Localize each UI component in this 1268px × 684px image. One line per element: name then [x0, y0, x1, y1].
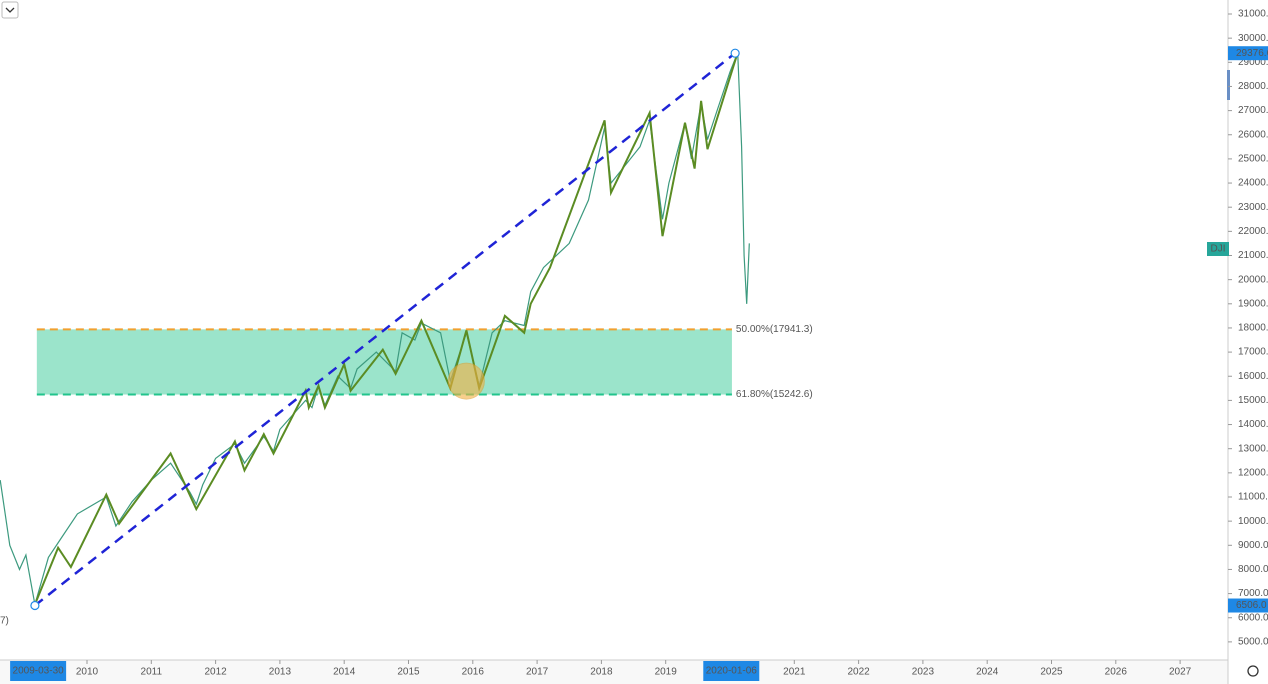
y-tick-label: 28000.0 — [1238, 81, 1268, 92]
settings-icon[interactable] — [1247, 665, 1259, 677]
trendline — [34, 52, 736, 607]
x-tick-label: 2022 — [847, 667, 870, 678]
y-tick-label: 6000.0 — [1238, 612, 1268, 623]
y-tick-label: 29000.0 — [1238, 57, 1268, 68]
y-tick-label: 23000.0 — [1238, 202, 1268, 213]
scroll-handle[interactable] — [1227, 70, 1230, 100]
fib-label: 50.00%(17941.3) — [736, 324, 813, 335]
x-tick-label: 2014 — [333, 667, 356, 678]
y-tick-label: 5000.0 — [1238, 637, 1268, 648]
date-label: 2020-01-06 — [706, 666, 758, 677]
y-tick-label: 27000.0 — [1238, 105, 1268, 116]
price-label: 6506.0 — [1236, 600, 1267, 611]
y-tick-label: 26000.0 — [1238, 129, 1268, 140]
y-tick-label: 17000.0 — [1238, 347, 1268, 358]
x-tick-label: 2010 — [76, 667, 99, 678]
x-tick-label: 2016 — [462, 667, 485, 678]
y-tick-label: 16000.0 — [1238, 371, 1268, 382]
y-tick-label: 15000.0 — [1238, 395, 1268, 406]
y-tick-label: 22000.0 — [1238, 226, 1268, 237]
y-tick-label: 24000.0 — [1238, 178, 1268, 189]
y-tick-label: 19000.0 — [1238, 298, 1268, 309]
price-line — [0, 52, 750, 605]
fib-zone — [36, 329, 732, 395]
y-tick-label: 11000.0 — [1238, 492, 1268, 503]
date-label-box — [703, 661, 760, 681]
y-tick-label: 10000.0 — [1238, 516, 1268, 527]
price-label-box — [1228, 598, 1268, 613]
x-axis-strip — [0, 660, 1228, 684]
collapse-button[interactable] — [1, 1, 19, 19]
x-tick-label: 2023 — [912, 667, 935, 678]
trendline-anchor — [30, 600, 40, 611]
y-tick-label: 8000.0 — [1238, 564, 1268, 575]
x-tick-label: 2013 — [269, 667, 292, 678]
y-tick-label: 25000.0 — [1238, 154, 1268, 165]
y-tick-label: 7000.0 — [1238, 588, 1268, 599]
y-tick-label: 18000.0 — [1238, 323, 1268, 334]
zigzag-line — [33, 52, 739, 605]
price-label-box — [1228, 46, 1268, 61]
x-tick-label: 2012 — [204, 667, 227, 678]
highlight-circle — [447, 362, 485, 400]
x-tick-label: 2019 — [655, 667, 678, 678]
x-tick-label: 2026 — [1105, 667, 1128, 678]
x-tick-label: 2021 — [783, 667, 806, 678]
y-tick-label: 20000.0 — [1238, 274, 1268, 285]
chevron-icon — [5, 7, 15, 13]
trendline-anchor — [730, 48, 740, 58]
x-tick-label: 2018 — [590, 667, 613, 678]
fib-label: 61.80%(15242.6) — [736, 389, 813, 400]
x-tick-label: 2024 — [976, 667, 999, 678]
price-label: 29376.6 — [1236, 48, 1268, 59]
y-tick-label: 9000.0 — [1238, 540, 1268, 551]
x-tick-label: 2027 — [1169, 667, 1192, 678]
y-tick-label: 13000.0 — [1238, 443, 1268, 454]
x-tick-label: 2025 — [1040, 667, 1063, 678]
y-tick-label: 14000.0 — [1238, 419, 1268, 430]
date-label-box — [10, 661, 67, 681]
x-tick-label: 2015 — [397, 667, 420, 678]
x-tick-label: 2011 — [141, 667, 163, 678]
date-label: 2009-03-30 — [13, 666, 65, 677]
y-tick-label: 31000.0 — [1238, 9, 1268, 20]
symbol-tag: DJI — [1211, 244, 1226, 255]
symbol-tag-box — [1207, 242, 1229, 256]
annotation: 7) — [0, 616, 9, 627]
y-tick-label: 12000.0 — [1238, 467, 1268, 478]
y-tick-label: 21000.0 — [1238, 250, 1268, 261]
y-tick-label: 30000.0 — [1238, 33, 1268, 44]
x-tick-label: 2017 — [526, 667, 549, 678]
